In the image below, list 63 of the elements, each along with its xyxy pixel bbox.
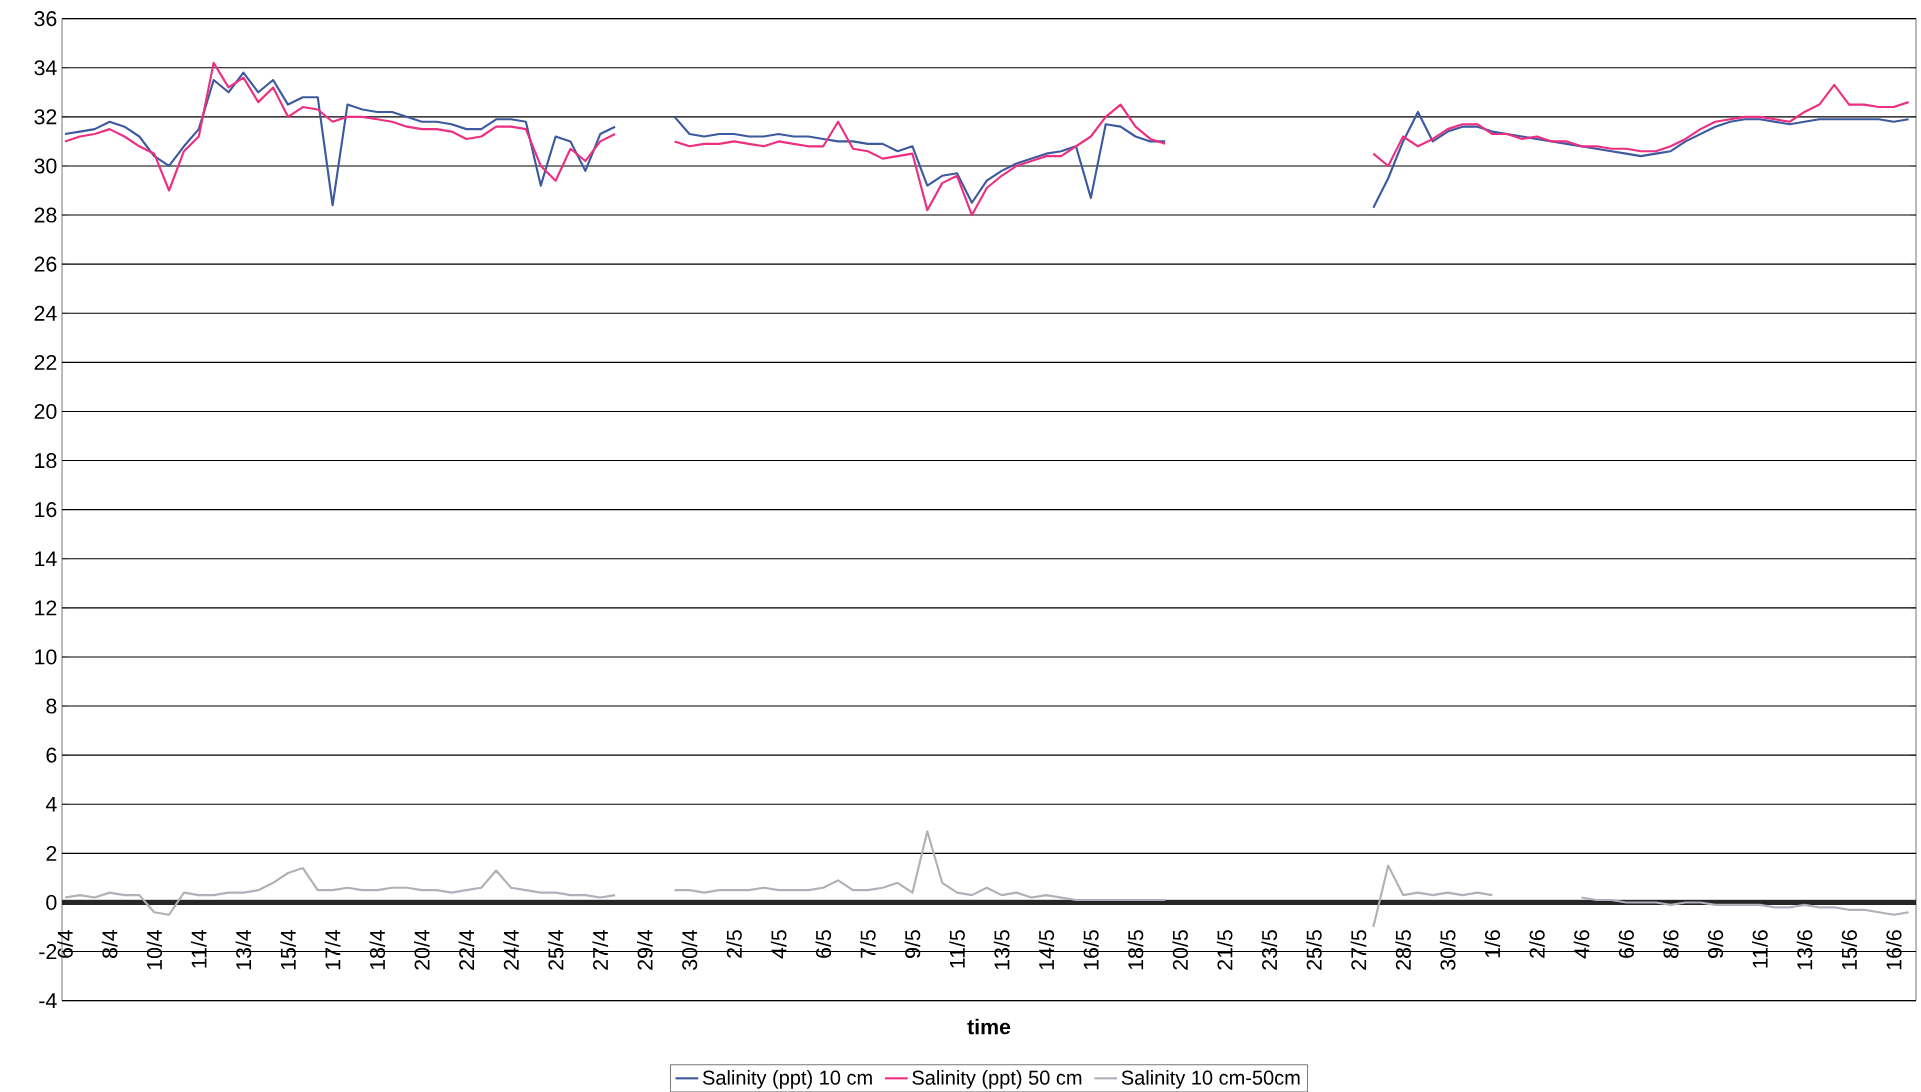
y-tick-label: 2 <box>46 845 57 861</box>
x-tick-label: 15/4 <box>280 929 296 970</box>
y-tick-label: 18 <box>35 452 57 469</box>
x-tick-label: 9/5 <box>904 930 921 958</box>
x-tick-label: 7/5 <box>860 930 876 958</box>
x-tick-label: 15/6 <box>1841 930 1857 970</box>
y-tick-label: 36 <box>34 11 57 27</box>
legend-label: Salinity (ppt) 50 cm <box>912 1070 1082 1089</box>
x-tick-label: 16/5 <box>1083 930 1099 970</box>
x-tick-label: 30/5 <box>1439 930 1456 970</box>
x-tick-label: 6/4 <box>57 929 73 958</box>
y-tick-label: 8 <box>46 698 57 714</box>
x-tick-label: 21/5 <box>1216 930 1233 970</box>
y-tick-label: -4 <box>39 993 57 1008</box>
x-tick-label: 9/6 <box>1707 930 1724 958</box>
y-tick-label: 30 <box>34 158 57 174</box>
x-tick-label: 10/4 <box>146 929 163 970</box>
x-tick-label: 28/5 <box>1395 930 1411 970</box>
x-tick-label: 18/5 <box>1127 930 1144 970</box>
x-tick-label: 17/4 <box>324 929 341 970</box>
x-tick-label: 18/4 <box>369 929 386 970</box>
y-tick-label: 4 <box>45 796 57 812</box>
x-tick-label: 30/4 <box>681 929 698 970</box>
x-tick-label: 13/4 <box>235 929 252 970</box>
x-tick-label: 29/4 <box>637 929 653 970</box>
x-tick-label: 11/4 <box>190 929 207 968</box>
x-tick-label: 20/4 <box>413 929 430 970</box>
y-tick-label: 32 <box>34 109 57 125</box>
x-tick-label: 8/6 <box>1662 930 1679 958</box>
x-tick-label: 11/6 <box>1752 930 1768 968</box>
x-tick-label: 6/6 <box>1618 930 1634 958</box>
x-tick-label: 2/6 <box>1529 930 1545 958</box>
x-tick-label: 6/5 <box>815 930 832 958</box>
x-tick-label: 20/5 <box>1172 930 1188 970</box>
y-tick-label: 0 <box>46 894 57 910</box>
x-axis-title: time <box>967 1018 1011 1035</box>
x-tick-label: 1/6 <box>1484 930 1501 958</box>
y-tick-label: 10 <box>35 649 57 665</box>
x-tick-label: 13/6 <box>1796 930 1813 970</box>
x-tick-label: 23/5 <box>1261 930 1278 970</box>
y-tick-label: 22 <box>34 354 57 370</box>
y-tick-label: 12 <box>35 600 57 616</box>
y-tick-label: 6 <box>46 747 57 763</box>
y-tick-label: 34 <box>34 60 57 76</box>
x-tick-label: 27/4 <box>592 929 609 970</box>
y-tick-label: 26 <box>34 256 57 272</box>
y-tick-label: -2 <box>39 944 57 959</box>
x-tick-label: 11/5 <box>949 930 965 968</box>
y-tick-label: 28 <box>34 207 57 223</box>
legend-label: Salinity (ppt) 10 cm <box>702 1070 872 1089</box>
x-tick-label: 13/5 <box>993 930 1010 970</box>
y-tick-label: 20 <box>34 403 57 419</box>
y-tick-label: 16 <box>35 502 57 518</box>
x-tick-label: 2/5 <box>726 930 742 958</box>
x-tick-label: 8/4 <box>101 929 118 958</box>
x-tick-label: 22/4 <box>458 929 475 970</box>
legend-label: Salinity 10 cm-50cm <box>1121 1070 1300 1089</box>
x-tick-label: 16/6 <box>1885 930 1902 970</box>
x-tick-label: 25/4 <box>547 929 564 970</box>
y-tick-label: 24 <box>34 305 57 321</box>
x-tick-label: 27/5 <box>1350 930 1367 970</box>
x-tick-label: 25/5 <box>1306 930 1322 970</box>
y-tick-label: 14 <box>35 551 57 567</box>
